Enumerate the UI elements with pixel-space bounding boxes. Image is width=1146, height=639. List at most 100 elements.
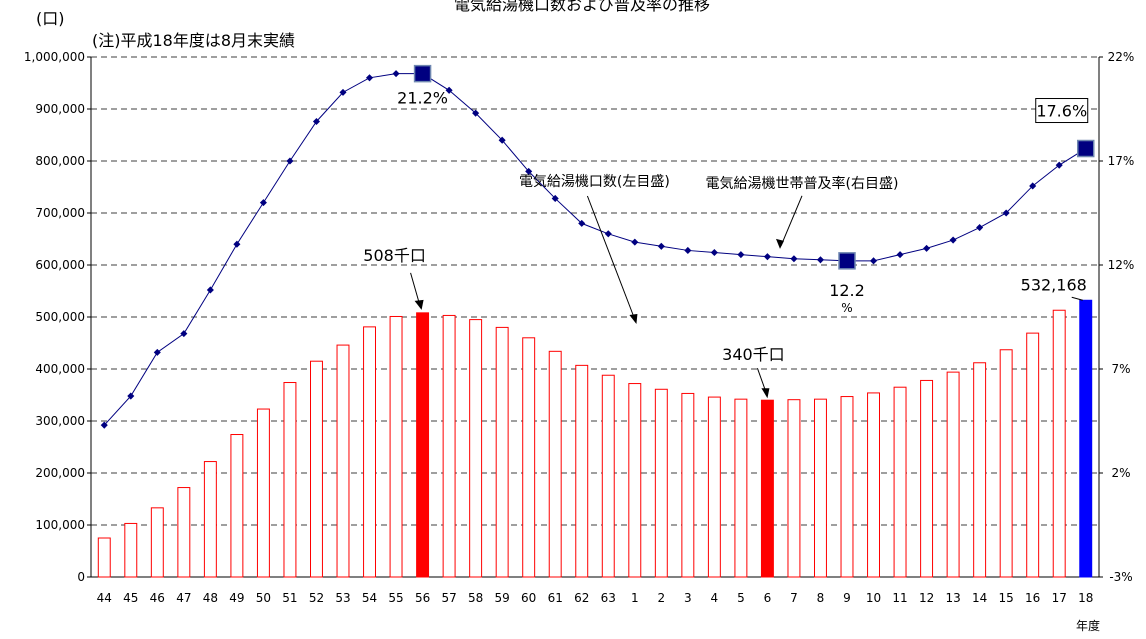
x-tick-label: 49 xyxy=(229,591,244,605)
bar xyxy=(150,507,164,578)
bar xyxy=(999,349,1013,578)
line-point xyxy=(127,392,135,400)
series-label-line: 電気給湯機世帯普及率(右目盛) xyxy=(706,175,899,192)
bar xyxy=(893,386,907,578)
line-point xyxy=(949,236,957,244)
bar xyxy=(389,315,403,578)
x-tick-label: 18 xyxy=(1078,591,1093,605)
x-tick-label: 7 xyxy=(790,591,798,605)
y-tick-label: 500,000 xyxy=(35,310,85,324)
bar xyxy=(548,350,562,578)
annotation-12-2-unit: % xyxy=(841,301,852,315)
x-tick-label: 47 xyxy=(176,591,191,605)
arrow-532168 xyxy=(1071,296,1083,301)
x-tick-label: 15 xyxy=(999,591,1014,605)
y2-tick-label: -3% xyxy=(1109,570,1132,584)
x-tick-label: 17 xyxy=(1052,591,1067,605)
bar xyxy=(814,398,827,578)
annotation-508: 508千口 xyxy=(363,246,426,265)
x-tick-label: 14 xyxy=(972,591,987,605)
x-tick-label: 16 xyxy=(1025,591,1040,605)
bar xyxy=(124,522,138,578)
line-series xyxy=(100,64,1095,429)
x-tick-label: 51 xyxy=(282,591,297,605)
y-tick-label: 700,000 xyxy=(35,206,85,220)
line-point xyxy=(578,219,586,227)
x-tick-label: 55 xyxy=(388,591,403,605)
bar xyxy=(363,326,376,578)
line-point xyxy=(737,251,745,259)
y-tick-label: 100,000 xyxy=(35,518,85,532)
bar xyxy=(177,487,191,578)
arrowhead-series-line xyxy=(776,238,784,249)
chart-note: (注)平成18年度は8月末実績 xyxy=(92,31,295,50)
x-tick-label: 4 xyxy=(711,591,719,605)
y-tick-label: 600,000 xyxy=(35,258,85,272)
x-tick-label: 10 xyxy=(866,591,881,605)
bar xyxy=(787,399,801,578)
bar xyxy=(203,461,217,578)
y-tick-label: 800,000 xyxy=(35,154,85,168)
bar xyxy=(283,382,297,578)
annotation-21-2: 21.2% xyxy=(397,89,448,108)
x-tick-label: 45 xyxy=(123,591,138,605)
annotation-17-6: 17.6% xyxy=(1036,102,1087,121)
line-point xyxy=(1002,209,1010,217)
bar xyxy=(973,362,987,578)
x-tick-label: 52 xyxy=(309,591,324,605)
x-tick-label: 59 xyxy=(495,591,510,605)
y-axis-left: 0 100,000 200,000 300,000 400,000 500,000 600,… xyxy=(24,50,91,584)
line-point xyxy=(896,251,904,259)
line-point xyxy=(604,230,612,238)
bar xyxy=(760,399,774,578)
line-point xyxy=(923,244,931,252)
annotation-box-17-6 xyxy=(1035,98,1089,124)
line-point xyxy=(445,86,453,94)
y2-tick-label: 2% xyxy=(1111,466,1130,480)
bar xyxy=(310,360,323,578)
bar xyxy=(575,364,589,578)
bar xyxy=(256,408,270,578)
x-tick-label: 53 xyxy=(335,591,350,605)
y-tick-label: 200,000 xyxy=(35,466,85,480)
x-tick-label: 8 xyxy=(817,591,825,605)
line-point xyxy=(869,257,878,265)
bar xyxy=(522,337,536,578)
arrowhead-508 xyxy=(414,299,424,310)
line-point xyxy=(100,421,108,429)
y2-tick-label: 12% xyxy=(1108,258,1135,272)
line-point xyxy=(790,255,798,263)
x-tick-label: 3 xyxy=(684,591,692,605)
y-tick-label: 1,000,000 xyxy=(24,50,85,64)
line-point xyxy=(657,242,665,250)
bar xyxy=(469,319,483,578)
line-point xyxy=(180,330,188,338)
x-tick-label: 1 xyxy=(631,591,639,605)
x-tick-label: 2 xyxy=(657,591,665,605)
bar xyxy=(707,396,721,578)
line-point xyxy=(365,74,374,82)
bar xyxy=(230,434,244,578)
series-label-bars: 電気給湯機口数(左目盛) xyxy=(519,173,670,190)
line-point xyxy=(684,246,692,254)
bar xyxy=(416,312,430,578)
line-point xyxy=(525,167,533,175)
x-tick-label: 46 xyxy=(150,591,165,605)
bar xyxy=(628,383,642,578)
x-tick-label: 63 xyxy=(601,591,616,605)
line-point-highlight xyxy=(1076,139,1095,158)
y2-tick-label: 7% xyxy=(1111,362,1130,376)
line-point xyxy=(233,240,241,248)
bar xyxy=(442,314,456,578)
bar-series xyxy=(97,299,1093,578)
y-axis-right: -3% 2% 7% 12% 17% 22% xyxy=(1099,50,1134,584)
bar xyxy=(1079,299,1093,578)
y2-tick-label: 17% xyxy=(1108,154,1135,168)
x-tick-label: 57 xyxy=(441,591,456,605)
arrowhead-series-bars xyxy=(629,314,638,324)
line-point xyxy=(472,109,480,117)
annotations: 508千口 21.2% 340千口 12.2% 17.6% 532,168 電気給湯機口数(… xyxy=(363,89,1089,399)
chart-title: 電気給湯機口数および普及率の推移 xyxy=(454,0,710,14)
y-tick-label: 900,000 xyxy=(35,102,85,116)
